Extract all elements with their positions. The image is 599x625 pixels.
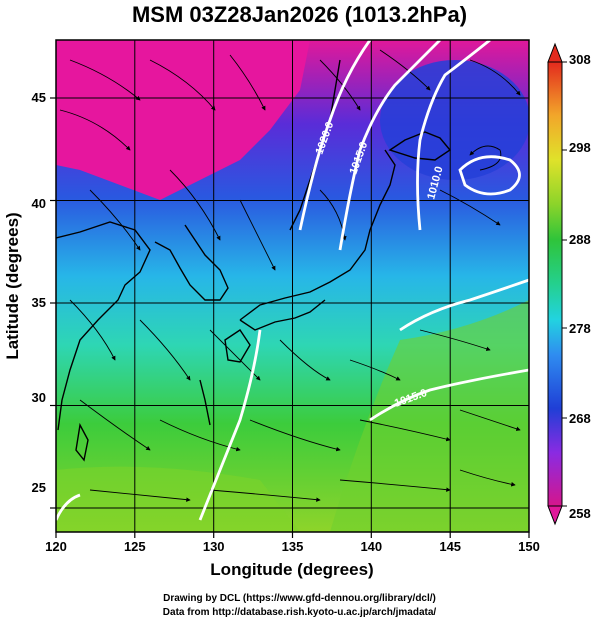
- y-axis-label: Latitude (degrees): [3, 212, 22, 359]
- colorbar-tick-label: 258: [569, 506, 591, 521]
- colorbar-tick-label: 288: [569, 232, 591, 247]
- colorbar-max-arrow: [547, 42, 563, 63]
- y-tick-label: 30: [32, 390, 46, 405]
- colorbar-tick-label: 278: [569, 321, 591, 336]
- colorbar-min-arrow: [547, 505, 563, 526]
- isobars: [56, 40, 529, 521]
- wind-streamlines: [59, 49, 521, 502]
- y-tick-label: 40: [32, 196, 46, 211]
- axis-tick-marks: [50, 97, 530, 538]
- x-tick-label: 140: [360, 539, 382, 554]
- y-tick-labels: 25 30 35 40 45: [32, 90, 46, 495]
- colorbar-tick-label: 308: [569, 52, 591, 67]
- y-tick-label: 45: [32, 90, 46, 105]
- colorbar-tick-label: 268: [569, 411, 591, 426]
- x-tick-label: 135: [282, 539, 304, 554]
- map-title: MSM 03Z28Jan2026 (1013.2hPa): [131, 2, 468, 27]
- y-tick-label: 25: [32, 480, 46, 495]
- x-tick-label: 130: [203, 539, 225, 554]
- x-tick-label: 150: [518, 539, 540, 554]
- x-tick-label: 125: [124, 539, 146, 554]
- colorbar: 308 298 288 278 268 258: [547, 42, 591, 526]
- lat-lon-grid: [56, 40, 529, 532]
- colorbar-gradient: [547, 61, 563, 507]
- credit-drawing: Drawing by DCL (https://www.gfd-dennou.o…: [163, 593, 436, 604]
- x-tick-label: 120: [45, 539, 67, 554]
- x-axis-label: Longitude (degrees): [210, 560, 373, 579]
- y-tick-label: 35: [32, 295, 46, 310]
- coastlines: [56, 59, 452, 462]
- credit-data-source: Data from http://database.rish.kyoto-u.a…: [162, 607, 437, 618]
- colorbar-tick-label: 298: [569, 140, 591, 155]
- x-tick-label: 145: [439, 539, 461, 554]
- x-tick-labels: 120 125 130 135 140 145 150: [45, 539, 540, 554]
